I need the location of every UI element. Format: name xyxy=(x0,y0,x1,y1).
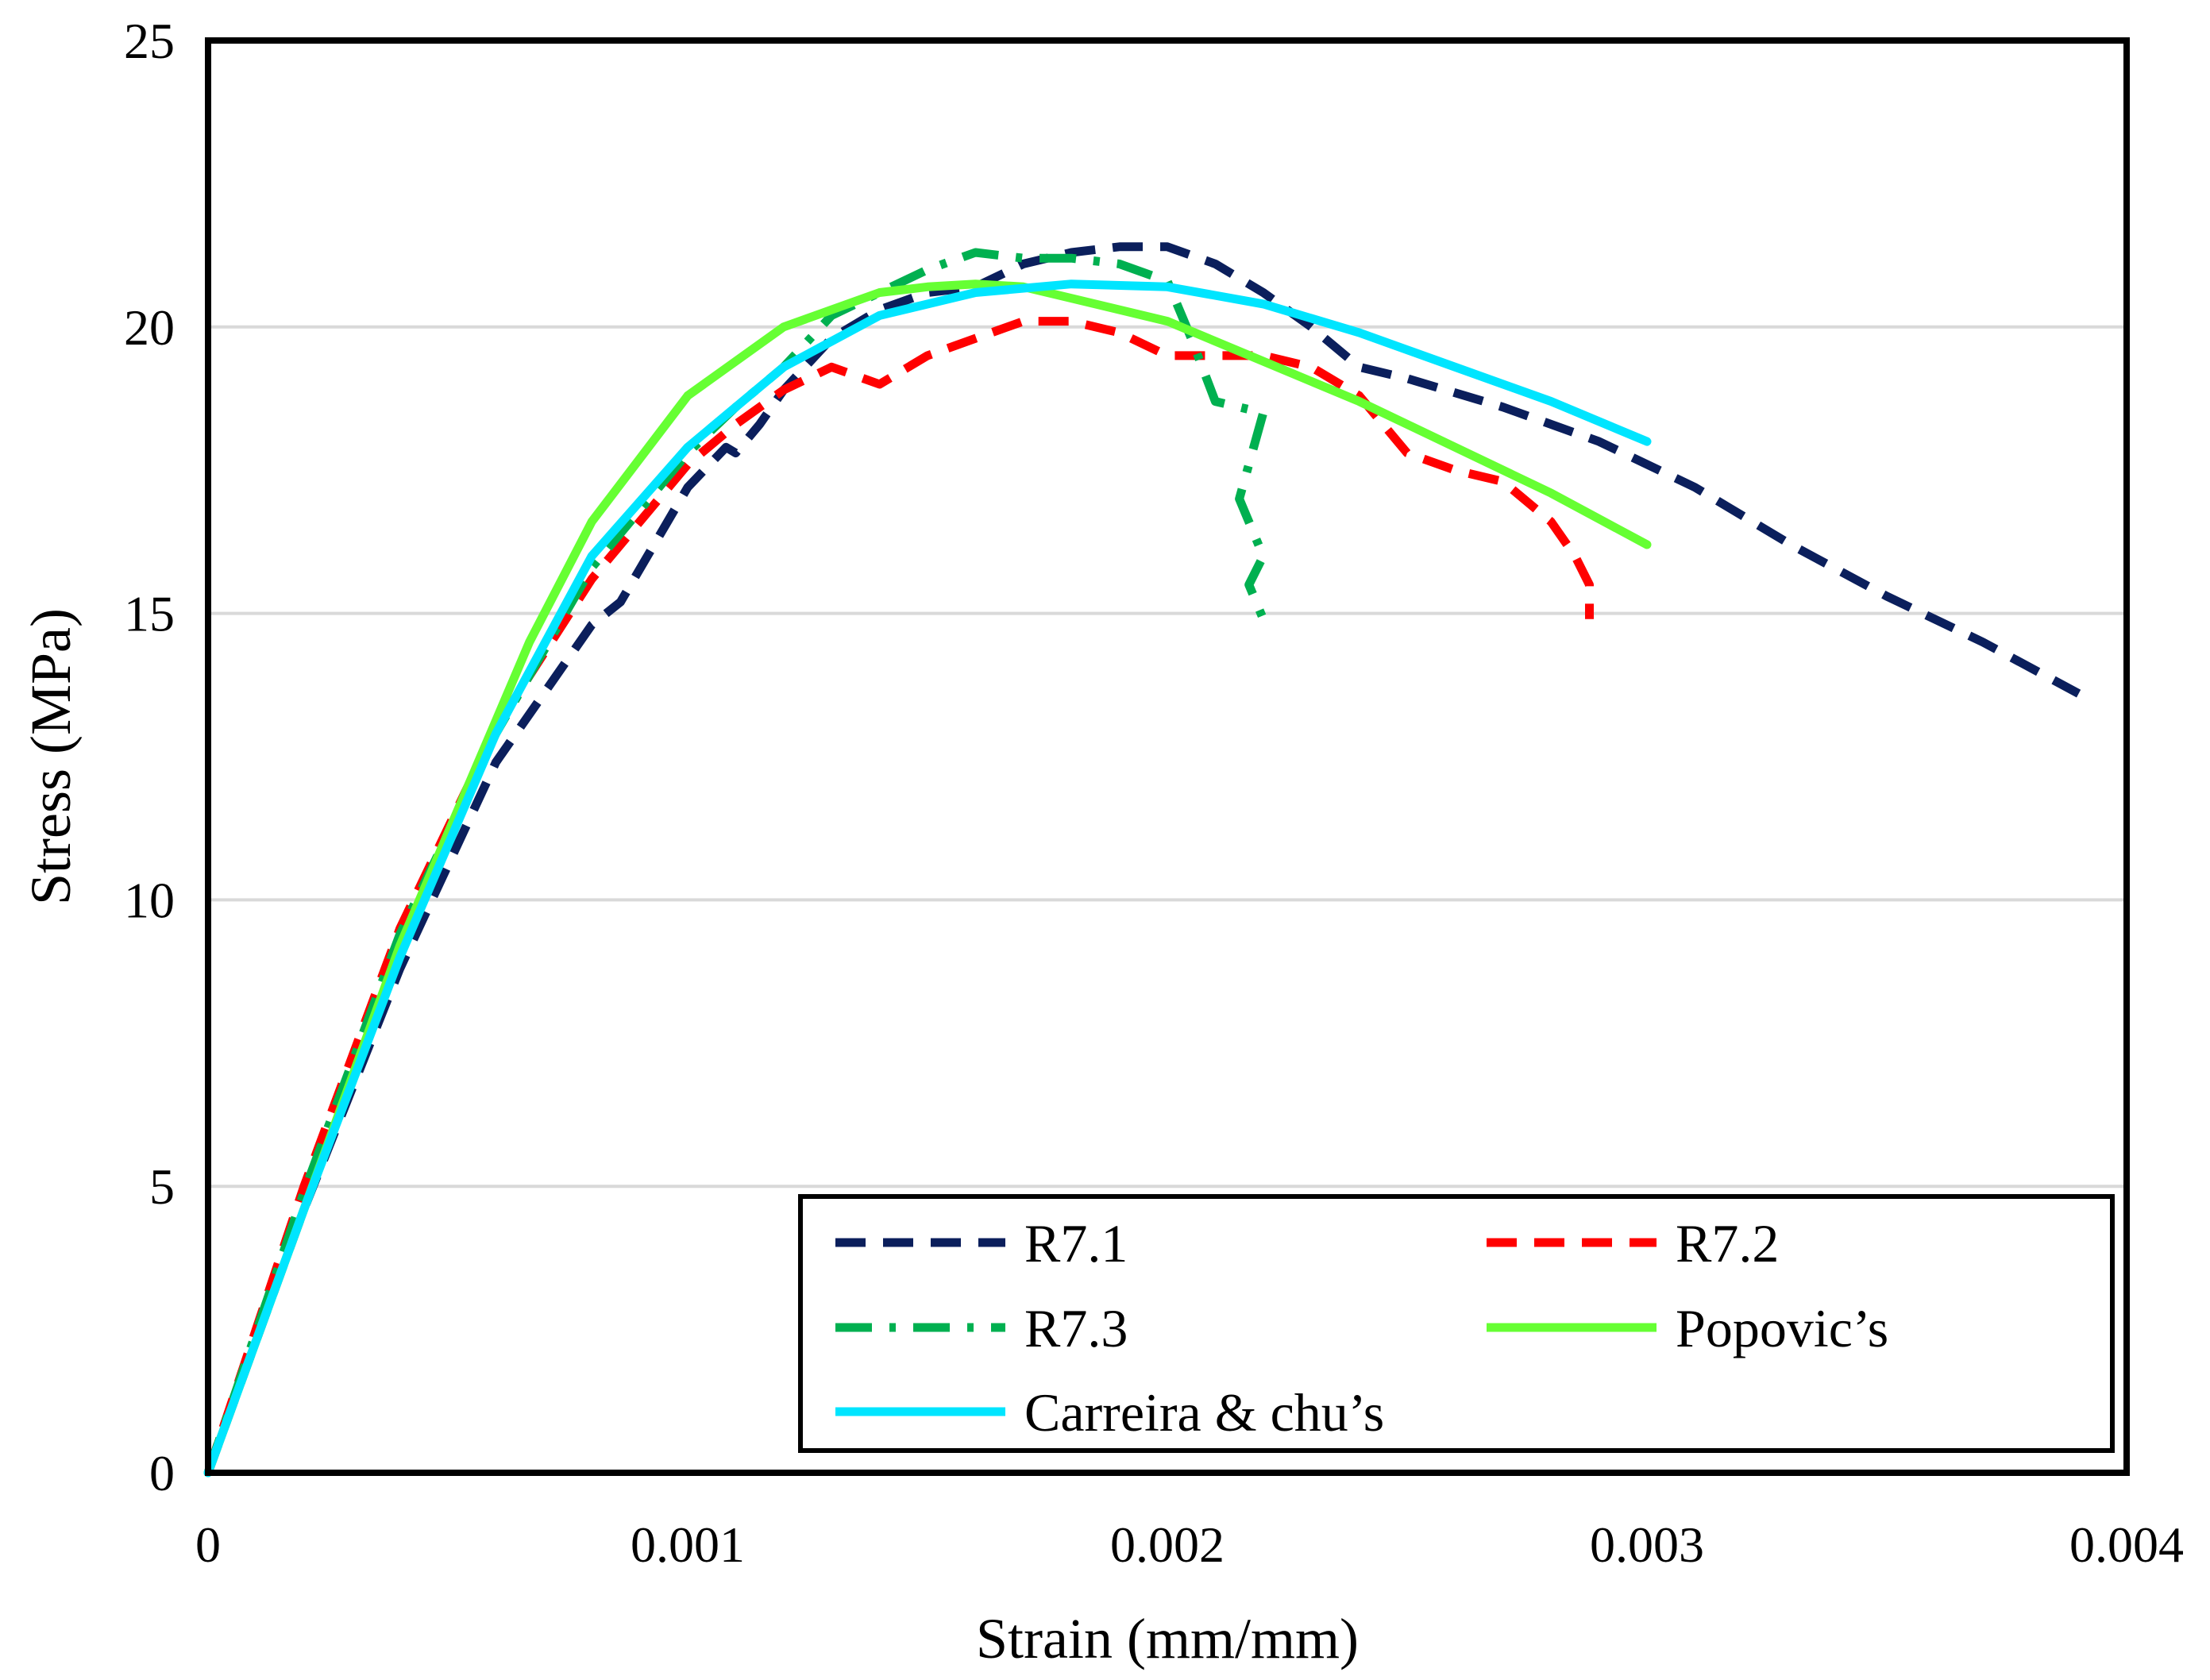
series-layer xyxy=(203,242,2081,1478)
y-tick-label: 20 xyxy=(124,299,175,356)
series-line-3 xyxy=(203,279,1652,1478)
y-tick-label: 0 xyxy=(149,1445,175,1501)
series-line-2 xyxy=(203,248,1268,1474)
series-line-4 xyxy=(203,279,1652,1478)
legend-label-4: Carreira & chu’s xyxy=(1024,1382,1384,1443)
legend-label-3: Popovic’s xyxy=(1676,1298,1888,1358)
y-tick-label: 5 xyxy=(149,1158,175,1215)
y-axis-title: Stress (MPa) xyxy=(19,608,83,905)
legend-label-1: R7.2 xyxy=(1676,1213,1779,1273)
x-tick-label: 0.001 xyxy=(631,1516,745,1573)
gridlines xyxy=(208,325,2127,1189)
legend-box xyxy=(798,1194,2115,1453)
series-line-1 xyxy=(203,317,1594,1474)
legend-label-2: R7.3 xyxy=(1024,1298,1128,1358)
x-tick-label: 0.004 xyxy=(2069,1516,2184,1573)
x-tick-label: 0 xyxy=(195,1516,221,1573)
series-line-0 xyxy=(203,242,2081,1474)
y-tick-label: 25 xyxy=(124,13,175,69)
x-tick-label: 0.003 xyxy=(1590,1516,1704,1573)
tick-labels: 0 5 10 15 20 25 0 0.001 0.002 0.003 0.004 xyxy=(124,13,2184,1573)
plot-area-frame xyxy=(205,37,2130,1476)
y-tick-label: 15 xyxy=(124,586,175,642)
x-tick-label: 0.002 xyxy=(1110,1516,1225,1573)
y-tick-label: 10 xyxy=(124,872,175,928)
legend: R7.1 R7.2 R7.3 Popovic’s Carreira & chu’s xyxy=(798,1194,2115,1453)
x-axis-title: Strain (mm/mm) xyxy=(976,1607,1359,1670)
legend-label-0: R7.1 xyxy=(1024,1213,1128,1273)
